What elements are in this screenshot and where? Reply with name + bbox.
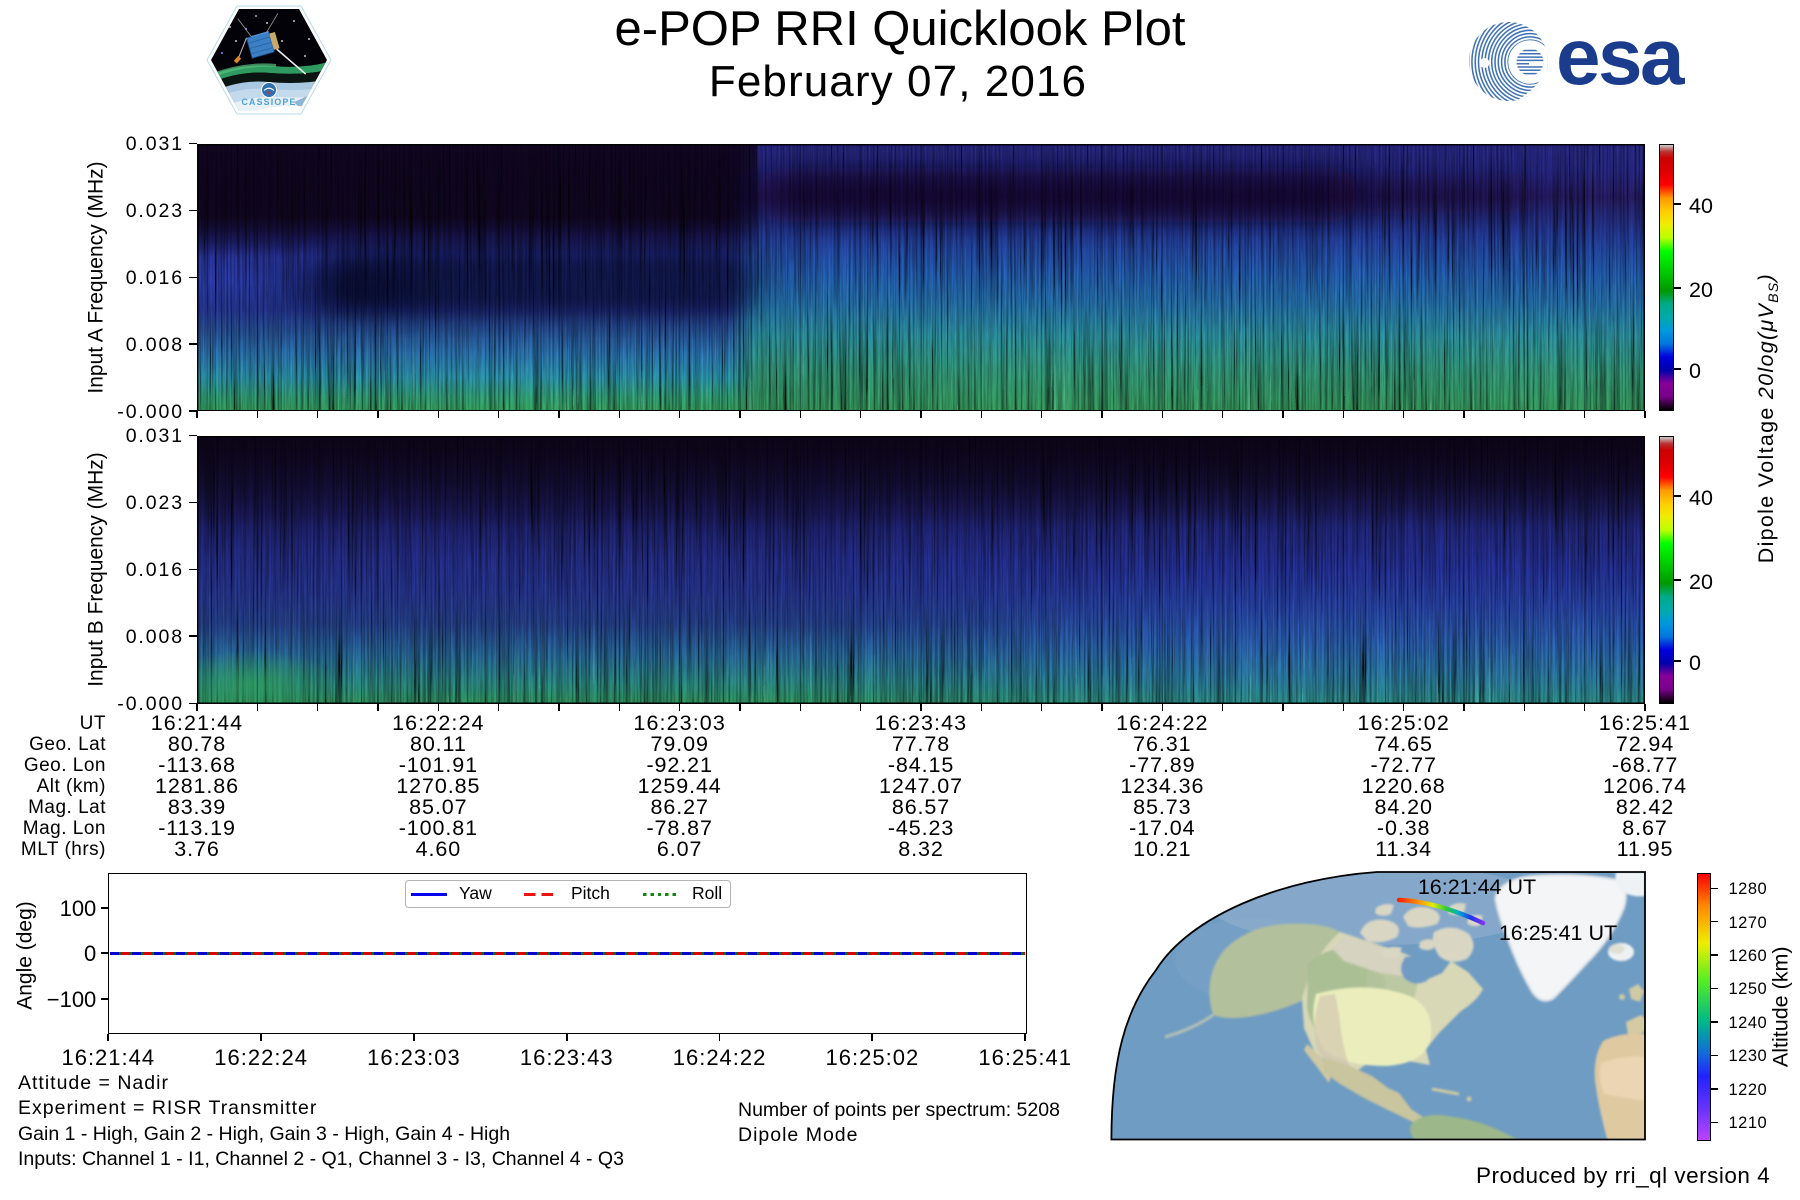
svg-text:16:25:41 UT: 16:25:41 UT	[1499, 921, 1617, 945]
svg-text:esa: esa	[1556, 12, 1685, 101]
svg-text:16:21:44 UT: 16:21:44 UT	[1418, 875, 1536, 899]
svg-text:CASSIOPE: CASSIOPE	[241, 97, 296, 107]
